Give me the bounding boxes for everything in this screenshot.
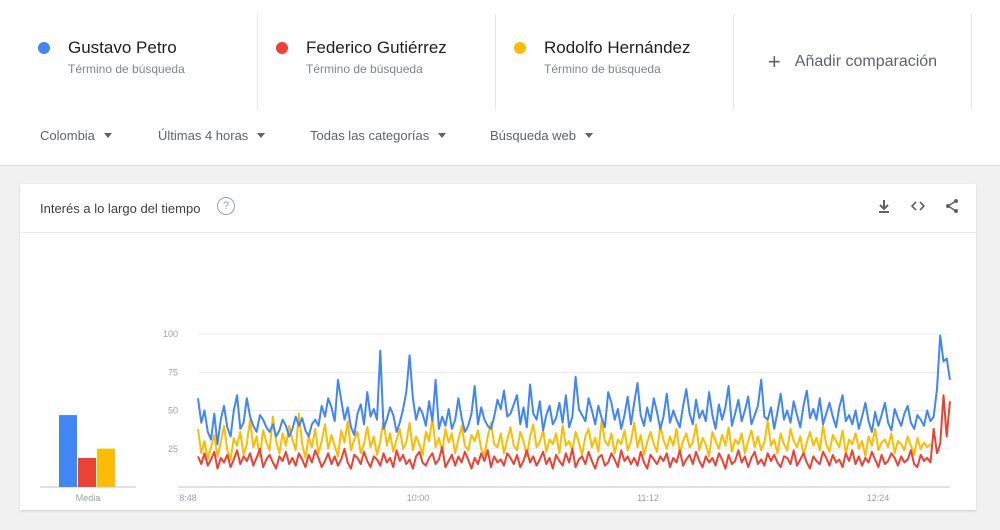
series-color-dot — [38, 42, 50, 54]
term-card-1[interactable]: Gustavo Petro Término de búsqueda — [20, 14, 258, 110]
x-tick-label: 10:00 — [407, 493, 430, 503]
chevron-down-icon — [585, 133, 594, 138]
term-type: Término de búsqueda — [68, 62, 185, 76]
chevron-down-icon — [103, 133, 112, 138]
interest-chart: 25 50 75 100 8:48 10:00 11:12 12:24 Media — [40, 329, 951, 503]
y-tick-label: 50 — [168, 406, 178, 416]
filter-label: Últimas 4 horas — [158, 128, 249, 143]
average-bar — [97, 448, 115, 487]
add-comparison-label: Añadir comparación — [794, 53, 938, 70]
y-tick-label: 25 — [168, 444, 178, 454]
term-name[interactable]: Gustavo Petro — [68, 38, 177, 57]
search-terms-bar: Gustavo Petro Término de búsqueda Federi… — [20, 14, 976, 110]
series-line — [197, 334, 951, 446]
series-color-dot — [276, 42, 288, 54]
filter-label: Búsqueda web — [490, 128, 577, 143]
series-line — [197, 394, 951, 470]
average-bar — [78, 457, 96, 487]
help-icon[interactable]: ? — [217, 197, 235, 215]
comparison-header: Gustavo Petro Término de búsqueda Federi… — [0, 0, 1000, 166]
x-tick-label: 12:24 — [867, 493, 890, 503]
x-tick-label: 8:48 — [179, 493, 197, 503]
term-name[interactable]: Rodolfo Hernández — [544, 38, 691, 57]
x-tick-label: 11:12 — [637, 493, 659, 503]
card-actions — [876, 198, 960, 214]
share-icon[interactable] — [944, 198, 960, 214]
term-name[interactable]: Federico Gutiérrez — [306, 38, 447, 57]
filter-bar: Colombia Últimas 4 horas Todas las categ… — [40, 128, 594, 143]
y-tick-label: 75 — [168, 367, 178, 377]
filter-label: Colombia — [40, 128, 95, 143]
term-card-2[interactable]: Federico Gutiérrez Término de búsqueda — [258, 14, 496, 110]
download-icon[interactable] — [876, 198, 892, 214]
chevron-down-icon — [257, 133, 266, 138]
card-header: Interés a lo largo del tiempo ? — [20, 184, 976, 233]
embed-icon[interactable] — [910, 198, 926, 214]
term-type: Término de búsqueda — [544, 62, 661, 76]
term-type: Término de búsqueda — [306, 62, 423, 76]
plus-icon: + — [767, 49, 781, 74]
interest-over-time-card: Interés a lo largo del tiempo ? 25 50 75 10… — [20, 184, 976, 510]
location-filter[interactable]: Colombia — [40, 128, 158, 143]
term-card-3[interactable]: Rodolfo Hernández Término de búsqueda — [496, 14, 734, 110]
filter-label: Todas las categorías — [310, 128, 430, 143]
category-filter[interactable]: Todas las categorías — [310, 128, 490, 143]
series-line — [197, 412, 932, 461]
search-type-filter[interactable]: Búsqueda web — [490, 128, 594, 143]
chevron-down-icon — [438, 133, 447, 138]
time-range-filter[interactable]: Últimas 4 horas — [158, 128, 310, 143]
card-title: Interés a lo largo del tiempo — [40, 201, 201, 216]
average-label: Media — [76, 493, 101, 503]
y-tick-label: 100 — [163, 329, 178, 339]
average-bar — [59, 415, 77, 487]
add-comparison-button[interactable]: + Añadir comparación — [734, 14, 972, 110]
series-color-dot — [514, 42, 526, 54]
